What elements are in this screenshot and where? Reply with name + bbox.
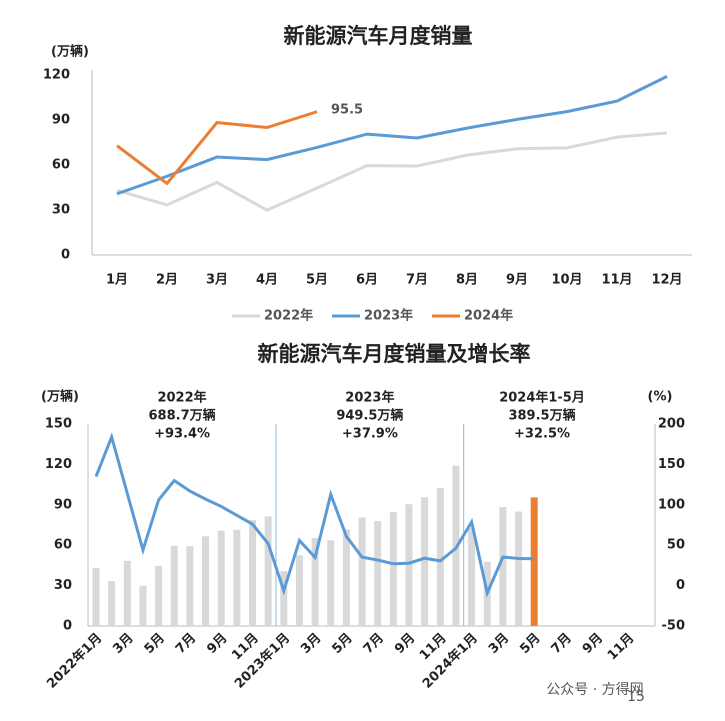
chart-title: 新能源汽车月度销量及增长率 [258, 342, 531, 366]
x-tick-label: 7月 [549, 631, 575, 657]
series-line [94, 432, 535, 598]
bar [217, 530, 225, 626]
annotation: 949.5万辆 [336, 408, 403, 424]
bar [499, 507, 507, 626]
x-tick-label: 7月 [361, 631, 387, 657]
y-tick-label: 30 [54, 578, 72, 593]
x-tick-label: 10月 [551, 273, 582, 288]
legend-label: 2023年 [364, 308, 413, 324]
bar [515, 511, 523, 626]
chart-title: 新能源汽车月度销量 [284, 24, 473, 48]
bar [170, 545, 178, 626]
x-tick-label: 6月 [356, 273, 378, 288]
annotation: +32.5% [514, 427, 570, 442]
x-tick-label: 9月 [392, 631, 418, 657]
x-tick-label: 3月 [486, 631, 512, 657]
y2-tick-label: -50 [662, 619, 686, 634]
y-tick-label: 90 [52, 113, 70, 128]
x-tick-label: 8月 [456, 273, 478, 288]
y2-tick-label: 150 [658, 457, 685, 472]
annotation: +93.4% [154, 427, 210, 442]
bar [405, 504, 413, 626]
bar [92, 567, 100, 626]
y-tick-label: 0 [61, 248, 70, 263]
x-tick-label: 7月 [406, 273, 428, 288]
x-tick-label: 12月 [651, 273, 682, 288]
y-tick-label: 60 [52, 158, 70, 173]
bar [139, 585, 147, 626]
x-tick-label: 7月 [173, 631, 199, 657]
bar [249, 520, 256, 626]
y-tick-label: 60 [54, 538, 72, 553]
annotation: 2024年1-5月 [499, 390, 585, 406]
y-tick-label: 30 [52, 203, 70, 218]
y2-axis-label: (%) [648, 390, 673, 405]
bar [233, 529, 241, 626]
y-tick-label: 90 [54, 497, 72, 512]
x-tick-label: 5月 [517, 631, 543, 657]
series-line [116, 131, 668, 212]
bar [155, 565, 163, 626]
bar [421, 497, 429, 626]
x-tick-label: 2月 [156, 273, 178, 288]
annotation: 389.5万辆 [508, 408, 575, 424]
series-line [116, 75, 668, 196]
y-axis-label: (万辆) [51, 44, 89, 60]
annotation: 2023年 [345, 390, 394, 406]
x-tick-label: 9月 [204, 631, 230, 657]
bar [530, 497, 538, 626]
annotation: +37.9% [342, 427, 398, 442]
x-tick-label: 1月 [106, 273, 128, 288]
x-tick-label: 4月 [256, 273, 278, 288]
x-tick-label: 5月 [306, 273, 328, 288]
x-tick-label: 9月 [506, 273, 528, 288]
x-tick-label: 3月 [110, 631, 136, 657]
annotation: 2022年 [157, 390, 206, 406]
bar [358, 517, 366, 626]
x-tick-label: 3月 [206, 273, 228, 288]
bar [342, 529, 350, 626]
y-tick-label: 120 [45, 457, 72, 472]
x-tick-label: 11月 [601, 273, 632, 288]
bar [374, 520, 382, 626]
x-tick-label: 11月 [605, 631, 638, 664]
footer: 公众号 · 方得网 [546, 681, 643, 698]
annotation: 688.7万辆 [149, 408, 216, 424]
x-tick-label: 9月 [580, 631, 606, 657]
x-tick-label: 2022年1月 [44, 630, 106, 692]
bar [202, 536, 210, 626]
bar [186, 546, 194, 626]
bar [327, 540, 335, 626]
y-axis-label: (万辆) [41, 389, 79, 405]
y-tick-label: 150 [45, 417, 72, 432]
x-tick-label: 5月 [330, 631, 356, 657]
bar [123, 560, 131, 626]
y2-tick-label: 200 [658, 417, 685, 432]
series-line [116, 110, 318, 186]
x-tick-label: 3月 [298, 631, 324, 657]
y2-tick-label: 0 [676, 578, 685, 593]
page-number: 15 [627, 689, 645, 705]
bar [264, 516, 272, 626]
bar [280, 571, 288, 626]
y2-tick-label: 100 [658, 497, 685, 512]
y-tick-label: 0 [63, 619, 72, 634]
y-tick-label: 120 [43, 68, 70, 83]
y2-tick-label: 50 [667, 538, 685, 553]
x-tick-label: 5月 [142, 631, 168, 657]
bar [295, 555, 303, 626]
legend-label: 2024年 [464, 308, 513, 324]
bar [436, 487, 444, 626]
data-label: 95.5 [331, 102, 363, 117]
legend-label: 2022年 [264, 308, 313, 324]
bar [311, 538, 319, 626]
bar [108, 581, 116, 626]
bar [468, 527, 476, 626]
bar [389, 512, 397, 626]
